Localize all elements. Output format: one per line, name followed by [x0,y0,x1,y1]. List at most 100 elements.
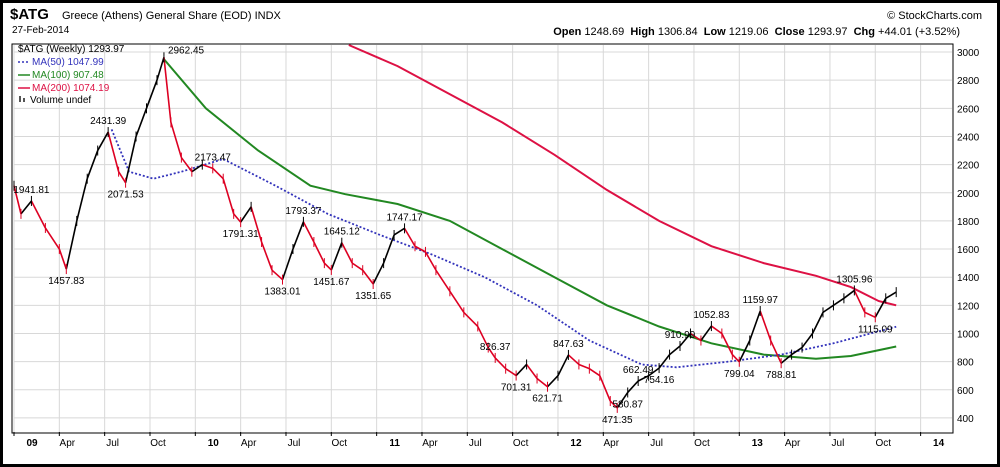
annotation-24: 1159.97 [743,295,779,306]
price-segment [609,400,618,409]
x-tick-14: Jul [650,438,663,449]
index-name: Greece (Athens) General Share (EOD) [62,10,252,22]
price-segment [616,392,629,409]
price-segment [170,122,183,158]
price-segment [435,269,451,292]
price-segment [690,332,702,342]
annotation-10: 1645.12 [324,227,361,238]
price-segment [393,227,405,236]
symbol-title: $ATG [10,6,49,23]
x-tick-11: Oct [513,438,529,449]
price-segment [731,354,740,363]
open-label: Open [553,26,582,38]
annotation-2: 2431.39 [90,116,127,127]
x-tick-0: 09 [26,438,38,449]
annotation-9: 1451.67 [313,277,350,288]
chg-label: Chg [853,26,875,38]
open-value: 1248.69 [584,26,625,38]
price-segment [20,200,33,215]
y-tick-1800: 1800 [957,217,980,228]
annotation-17: 471.35 [602,415,633,426]
price-segment [669,345,681,356]
price-segment [96,131,109,151]
annotation-27: 1115.09 [858,324,893,335]
y-tick-2200: 2200 [957,161,980,172]
price-segment [414,245,426,253]
price-segment [313,241,326,264]
x-tick-4: 10 [208,438,220,449]
x-tick-12: 12 [570,438,582,449]
price-segment [292,221,305,250]
price-segment [403,227,416,247]
x-tick-9: Apr [422,438,438,449]
price-segment [477,326,489,348]
y-tick-600: 600 [957,386,974,397]
price-segment [811,312,824,334]
price-segment [487,347,496,359]
annotation-7: 1383.01 [264,287,301,298]
x-tick-16: 13 [752,438,764,449]
low-label: Low [703,26,726,38]
price-segment [382,234,395,264]
brand-label: © StockCharts.com [887,10,982,22]
price-segment [351,262,364,271]
x-tick-17: Apr [785,438,801,449]
price-segment [505,368,517,377]
price-segment [13,185,22,215]
price-segment [362,269,374,285]
annotation-13: 826.37 [480,342,511,353]
price-segment [202,163,214,170]
y-tick-2000: 2000 [957,189,980,200]
price-segment [330,242,343,271]
price-segment [75,178,89,222]
symbol-description: Greece (Athens) General Share (EOD) INDX [62,10,281,22]
legend-volume-swatch-2 [23,98,25,102]
close-label: Close [774,26,805,38]
price-segment [44,227,60,250]
x-tick-19: Oct [876,438,892,449]
ma100-line [163,58,897,360]
price-segment [525,363,538,380]
annotation-4: 2962.45 [168,45,205,56]
legend-volume-swatch [19,96,21,102]
annotation-11: 1351.65 [355,291,392,302]
legend-volume: Volume undef [30,95,91,106]
index-type: INDX [254,10,281,22]
price-segment [424,251,437,271]
y-tick-3000: 3000 [957,48,980,59]
price-segment [780,353,793,364]
price-segment [323,262,332,271]
price-segment [515,363,528,377]
annotation-21: 910.99 [665,330,696,341]
price-annotations: 1941.81 1457.83 2431.39 2071.53 2962.45 2173.… [13,45,893,426]
price-segment [738,340,751,363]
price-segment [578,363,590,370]
annotation-18: 580.87 [612,399,643,410]
price-segment [30,200,47,229]
price-segment [721,333,734,355]
price-segment [658,354,671,369]
price-segment [801,333,814,349]
price-segment [449,290,465,313]
annotation-15: 621.71 [532,394,563,405]
ma100-series [163,58,897,360]
price-segment [124,136,137,183]
price-segment [180,157,193,173]
annotation-12: 1747.17 [386,212,423,223]
price-segment [145,79,158,109]
price-segment [107,131,120,172]
x-tick-5: Apr [241,438,257,449]
price-segment [86,150,99,179]
x-tick-10: Jul [469,438,482,449]
price-series [13,52,897,413]
y-tick-2800: 2800 [957,76,980,87]
annotation-19: 662.49 [623,365,654,376]
x-tick-20: 14 [933,438,945,449]
price-segment [260,241,273,271]
y-tick-800: 800 [957,358,974,369]
y-tick-2600: 2600 [957,104,980,115]
price-segment [536,377,549,388]
annotation-5: 2173.47 [195,152,232,163]
price-segment [163,57,172,123]
